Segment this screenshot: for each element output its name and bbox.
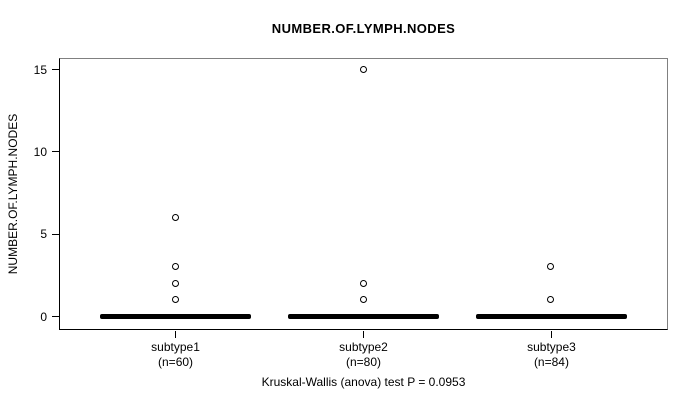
group-n: (n=60): [158, 355, 194, 369]
group-n: (n=84): [533, 355, 569, 369]
y-tick-label: 10: [33, 144, 47, 159]
y-axis-tick: [52, 151, 59, 153]
x-axis-tick: [363, 331, 364, 338]
group-name: subtype2: [339, 340, 388, 354]
stat-test-caption: Kruskal-Wallis (anova) test P = 0.0953: [261, 375, 466, 389]
chart-title: NUMBER.OF.LYMPH.NODES: [271, 21, 456, 36]
y-axis-tick: [52, 69, 59, 71]
y-axis-title: NUMBER.OF.LYMPH.NODES: [6, 113, 20, 275]
x-axis-tick: [175, 331, 177, 338]
y-axis-tick: [52, 233, 59, 235]
x-axis-group-label: subtype2 (n=80): [294, 340, 434, 370]
group-n: (n=80): [345, 355, 382, 369]
y-tick-label: 15: [33, 62, 47, 77]
x-axis-group-label: subtype3 (n=84): [481, 340, 621, 370]
y-tick-label: 0: [40, 309, 47, 324]
x-axis-tick: [550, 331, 552, 338]
y-tick-label: 5: [40, 227, 47, 242]
group-name: subtype1: [151, 340, 200, 354]
x-axis-group-label: subtype1 (n=60): [106, 340, 246, 370]
group-name: subtype3: [527, 340, 576, 354]
y-axis-tick: [52, 316, 59, 318]
plot-area: [59, 58, 668, 330]
